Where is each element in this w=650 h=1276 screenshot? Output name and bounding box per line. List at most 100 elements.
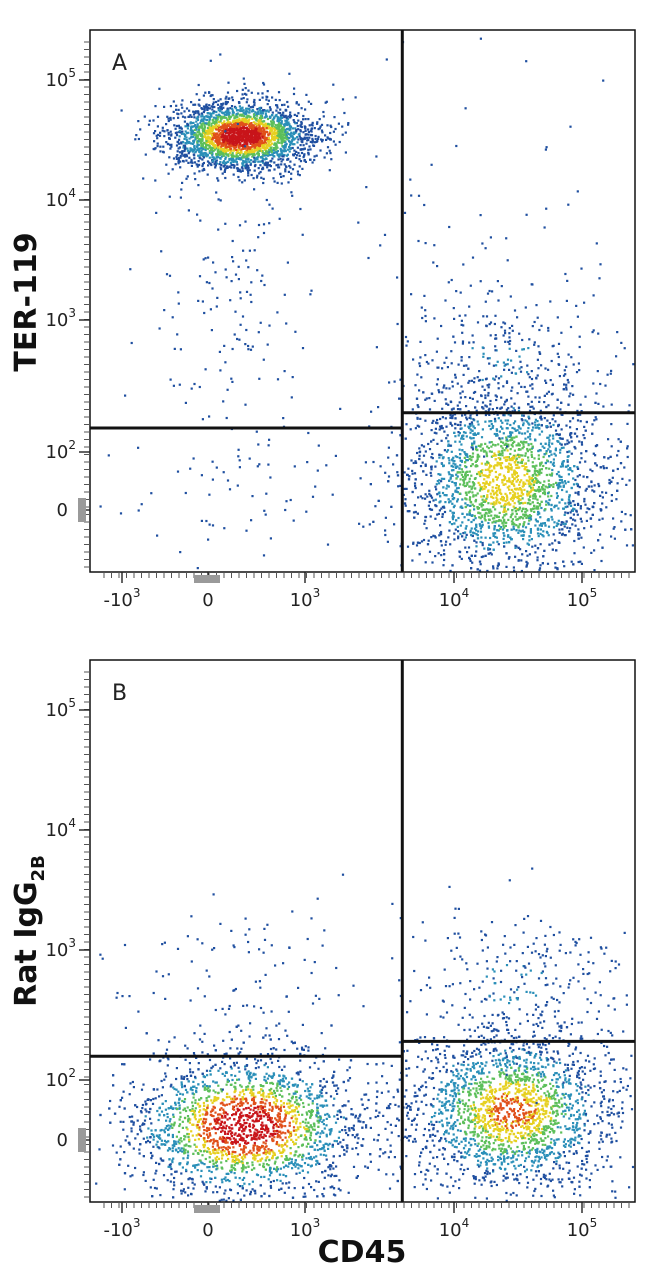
panel-a-event-dot xyxy=(181,99,184,102)
panel-a-event-dot xyxy=(507,534,510,537)
panel-a-event-dot xyxy=(234,141,237,144)
panel-a-event-dot xyxy=(569,511,572,514)
panel-a-event-dot xyxy=(514,463,517,466)
panel-a-event-dot xyxy=(298,154,301,157)
panel-a-event-dot xyxy=(220,144,223,147)
panel-a-event-dot xyxy=(288,164,291,168)
panel-a-event-dot xyxy=(197,164,200,167)
panel-a-event-dot xyxy=(258,136,261,139)
panel-a-event-dot xyxy=(297,151,300,155)
panel-a-event-dot xyxy=(183,133,186,136)
panel-a-event-dot xyxy=(279,124,283,127)
panel-a-event-dot xyxy=(534,476,537,479)
panel-a-event-dot xyxy=(295,150,298,153)
panel-a-event-dot xyxy=(511,386,514,389)
panel-a-event-dot xyxy=(259,116,262,120)
panel-a-event-dot xyxy=(281,103,284,107)
panel-a-event-dot xyxy=(250,124,253,127)
panel-a-event-dot xyxy=(419,465,423,468)
panel-a-event-dot xyxy=(505,456,508,459)
panel-a-event-dot xyxy=(254,118,257,121)
panel-a-event-dot xyxy=(210,94,213,97)
panel-a-event-dot xyxy=(562,484,565,487)
panel-a-event-dot xyxy=(256,465,259,468)
panel-a-event-dot xyxy=(479,474,482,478)
panel-a-event-dot xyxy=(244,220,247,223)
panel-a-event-dot xyxy=(213,133,216,136)
panel-a-event-dot xyxy=(507,518,510,521)
panel-a-event-dot xyxy=(474,433,477,436)
panel-a-event-dot xyxy=(469,428,472,431)
panel-a-event-dot xyxy=(535,464,538,467)
panel-a-event-dot xyxy=(280,163,283,166)
panel-a-event-dot xyxy=(203,108,206,111)
panel-a-event-dot xyxy=(246,168,249,171)
panel-a-event-dot xyxy=(505,494,508,497)
panel-a-event-dot xyxy=(257,155,260,158)
panel-a-event-dot xyxy=(183,110,186,113)
panel-a-event-dot xyxy=(414,484,417,487)
panel-a-event-dot xyxy=(247,164,250,167)
panel-a-event-dot xyxy=(478,473,481,476)
panel-a-event-dot xyxy=(524,511,527,514)
panel-a-event-dot xyxy=(205,129,208,132)
panel-a-event-dot xyxy=(249,106,252,109)
panel-a-event-dot xyxy=(262,83,266,86)
panel-a-event-dot xyxy=(252,150,255,153)
panel-a-event-dot xyxy=(248,135,251,139)
panel-a-event-dot xyxy=(569,504,573,507)
panel-a-event-dot xyxy=(439,417,442,421)
panel-a-event-dot xyxy=(528,478,532,481)
panel-a-event-dot xyxy=(184,125,187,128)
panel-a-event-dot xyxy=(424,497,427,500)
panel-a-event-dot xyxy=(226,121,229,124)
panel-a-event-dot xyxy=(202,135,205,138)
panel-a-event-dot xyxy=(440,533,443,536)
panel-a-event-dot xyxy=(221,103,224,106)
panel-a-event-dot xyxy=(417,405,420,409)
panel-a-event-dot xyxy=(590,480,593,483)
panel-a-event-dot xyxy=(443,506,446,509)
panel-a-event-dot xyxy=(258,172,261,175)
panel-a-event-dot xyxy=(464,484,467,487)
panel-a-event-dot xyxy=(523,514,526,518)
panel-a-event-dot xyxy=(284,144,287,147)
panel-a-event-dot xyxy=(522,482,525,485)
panel-a-event-dot xyxy=(189,150,192,153)
panel-a-event-dot xyxy=(464,536,467,539)
panel-a-event-dot xyxy=(501,462,504,465)
panel-a-event-dot xyxy=(213,105,216,109)
panel-a-event-dot xyxy=(213,110,216,113)
panel-a-event-dot xyxy=(266,109,269,112)
panel-a-event-dot xyxy=(469,414,472,417)
panel-a-event-dot xyxy=(200,119,203,122)
panel-a-event-dot xyxy=(517,409,521,412)
panel-a-event-dot xyxy=(197,154,200,157)
panel-a-event-dot xyxy=(564,482,567,485)
panel-a-event-dot xyxy=(208,91,211,94)
panel-a-event-dot xyxy=(593,484,596,487)
panel-a-event-dot xyxy=(202,154,205,157)
panel-a-event-dot xyxy=(272,177,275,180)
panel-a-event-dot xyxy=(468,556,471,559)
panel-a-event-dot xyxy=(568,450,571,453)
panel-a-event-dot xyxy=(227,138,230,141)
panel-a-event-dot xyxy=(458,448,461,451)
panel-a-event-dot xyxy=(531,461,534,464)
panel-a-event-dot xyxy=(424,450,427,453)
panel-a-event-dot xyxy=(251,131,254,134)
panel-a-event-dot xyxy=(454,376,457,379)
panel-a-event-dot xyxy=(543,549,546,552)
panel-a-event-dot xyxy=(219,369,222,372)
panel-a-event-dot xyxy=(531,479,534,482)
panel-a-event-dot xyxy=(177,124,180,127)
panel-a-event-dot xyxy=(567,473,570,476)
panel-a-event-dot xyxy=(212,116,216,119)
panel-a-event-dot xyxy=(542,535,545,538)
panel-a-event-dot xyxy=(504,524,507,527)
panel-a-event-dot xyxy=(181,150,184,153)
panel-a-event-dot xyxy=(258,125,261,128)
panel-a-event-dot xyxy=(610,494,613,497)
panel-a-event-dot xyxy=(272,151,276,154)
panel-a-event-dot xyxy=(456,408,460,411)
